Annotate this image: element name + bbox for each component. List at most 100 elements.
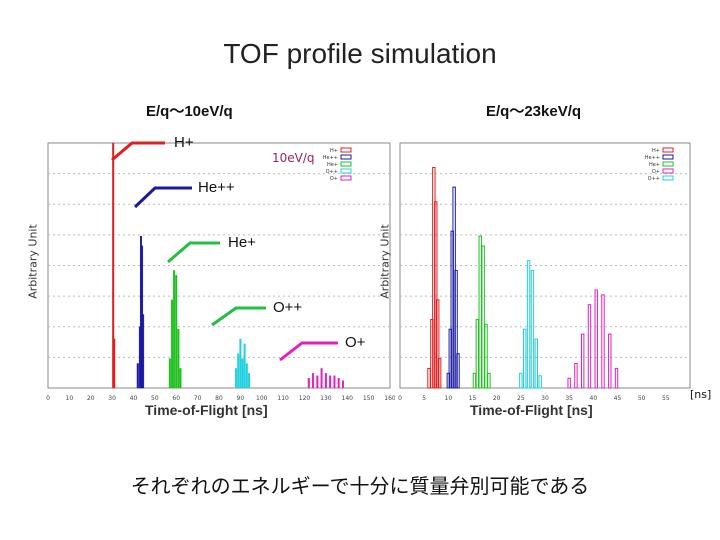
x-tick-label: 0 — [398, 395, 402, 402]
tof-bar-oplus — [601, 294, 605, 389]
legend-swatch — [662, 168, 674, 174]
tof-bar-heplus — [484, 323, 488, 389]
x-tick-label: 50 — [638, 395, 646, 402]
tof-bar-heplus — [478, 235, 482, 389]
tof-bar-hplus — [113, 338, 116, 389]
x-tick-label: 60 — [172, 395, 180, 402]
legend-label: H+ — [330, 148, 338, 154]
x-tick-label: 160 — [384, 395, 395, 402]
legend-swatch — [662, 147, 674, 153]
right-x-axis-label: Time-of-Flight [ns] — [470, 402, 593, 418]
tof-bar-oplusplus — [243, 343, 246, 389]
right-condition-label: E/q～23keV/q — [486, 103, 582, 120]
tof-bar-heplus — [475, 318, 480, 389]
tof-bar-heplus — [179, 368, 182, 389]
x-tick-label: 70 — [194, 395, 202, 402]
legend-label: O++ — [326, 169, 338, 175]
tof-bar-oplus — [567, 377, 571, 389]
left-x-ticks: 0 10 20 30 40 50 60 70 80 90 100 110 120 130 140 150 160 — [46, 395, 395, 402]
right-tof-chart: 0 5 10 15 20 25 30 35 40 45 50 55 H+He++He+O+O++ — [398, 142, 691, 402]
tof-bar-heplusplus — [456, 353, 460, 389]
callout-o-plus: O+ — [345, 334, 366, 351]
left-condition-label: E/q～10eV/q — [146, 103, 233, 120]
tof-bar-oplus — [324, 373, 327, 389]
tof-bar-heplus — [487, 372, 491, 389]
x-tick-label: 40 — [130, 395, 138, 402]
tof-bar-oplusplus — [534, 338, 539, 389]
tof-bar-oplusplus — [235, 368, 238, 389]
x-tick-label: 50 — [151, 395, 159, 402]
legend-swatch — [662, 161, 674, 167]
x-tick-label: 110 — [277, 395, 289, 402]
legend-label: He++ — [645, 155, 660, 161]
tof-bar-oplus — [307, 377, 310, 389]
tof-bar-oplus — [320, 368, 323, 389]
tof-bar-heplus — [177, 328, 180, 389]
right-y-axis-label: Arbitrary Unit — [378, 224, 392, 299]
legend-label: He++ — [323, 155, 338, 161]
legend-swatch — [340, 175, 352, 181]
x-tick-label: 150 — [363, 395, 375, 402]
tof-bar-oplusplus — [526, 260, 531, 389]
tof-bar-heplusplus — [136, 363, 139, 389]
time-unit-label: [ns] — [690, 388, 712, 401]
x-tick-label: 30 — [108, 395, 116, 402]
x-tick-label: 0 — [46, 395, 50, 402]
x-tick-label: 130 — [320, 395, 332, 402]
right-bars — [427, 167, 619, 389]
x-tick-label: 140 — [342, 395, 354, 402]
x-tick-label: 20 — [493, 395, 501, 402]
callout-h-plus: H+ — [174, 134, 194, 151]
tof-bar-hplus — [437, 358, 442, 389]
tof-bar-oplus — [341, 380, 344, 389]
x-tick-label: 40 — [590, 395, 598, 402]
legend-swatch — [662, 154, 674, 160]
x-tick-label: 80 — [215, 395, 223, 402]
tof-bar-oplus — [614, 367, 619, 389]
tof-bar-oplusplus — [245, 363, 248, 389]
tof-bar-oplusplus — [519, 372, 523, 389]
legend-label: He+ — [327, 162, 338, 168]
x-tick-label: 25 — [517, 395, 525, 402]
legend-label: H+ — [652, 148, 660, 154]
x-tick-label: 90 — [237, 395, 245, 402]
tof-bar-heplus — [168, 358, 171, 389]
tof-bar-oplus — [316, 375, 319, 389]
callout-he-plus-plus: He++ — [198, 179, 235, 196]
x-tick-label: 5 — [422, 395, 426, 402]
left-tof-chart: 0 10 20 30 40 50 60 70 80 90 100 110 120 130 140 150 160… — [46, 142, 395, 402]
legend-label: O+ — [652, 169, 660, 175]
tof-bar-oplus — [587, 304, 592, 389]
tof-bar-oplusplus — [523, 328, 527, 389]
tof-bar-oplusplus — [237, 353, 240, 389]
x-tick-label: 10 — [66, 395, 74, 402]
callout-o-plus-plus: O++ — [273, 299, 303, 316]
tof-bar-oplusplus — [530, 269, 535, 389]
tof-bar-oplus — [594, 289, 598, 389]
x-tick-label: 20 — [87, 395, 95, 402]
tof-bar-oplus — [333, 375, 336, 389]
x-tick-label: 30 — [541, 395, 549, 402]
legend-swatch — [340, 147, 352, 153]
x-tick-label: 35 — [565, 395, 573, 402]
tof-bar-heplus — [170, 299, 173, 389]
tof-bar-oplus — [574, 363, 578, 389]
tof-bar-heplus — [481, 245, 485, 389]
x-tick-label: 100 — [256, 395, 268, 402]
tof-bar-heplusplus — [454, 269, 458, 389]
slide-title: TOF profile simulation — [223, 38, 497, 69]
legend-swatch — [340, 168, 352, 174]
left-y-axis-label: Arbitrary Unit — [26, 224, 40, 299]
tof-bar-hplus — [434, 201, 438, 389]
tof-bar-hplus — [436, 299, 440, 389]
tof-bar-oplusplus — [239, 338, 242, 389]
x-tick-label: 120 — [299, 395, 311, 402]
tof-bar-heplus — [175, 275, 178, 389]
x-tick-label: 10 — [445, 395, 453, 402]
legend-label: O++ — [648, 176, 660, 182]
legend-swatch — [662, 175, 674, 181]
tof-bar-heplusplus — [142, 314, 145, 389]
tof-bar-heplus — [173, 270, 176, 389]
x-tick-label: 45 — [614, 395, 622, 402]
legend-label: O+ — [330, 176, 338, 182]
